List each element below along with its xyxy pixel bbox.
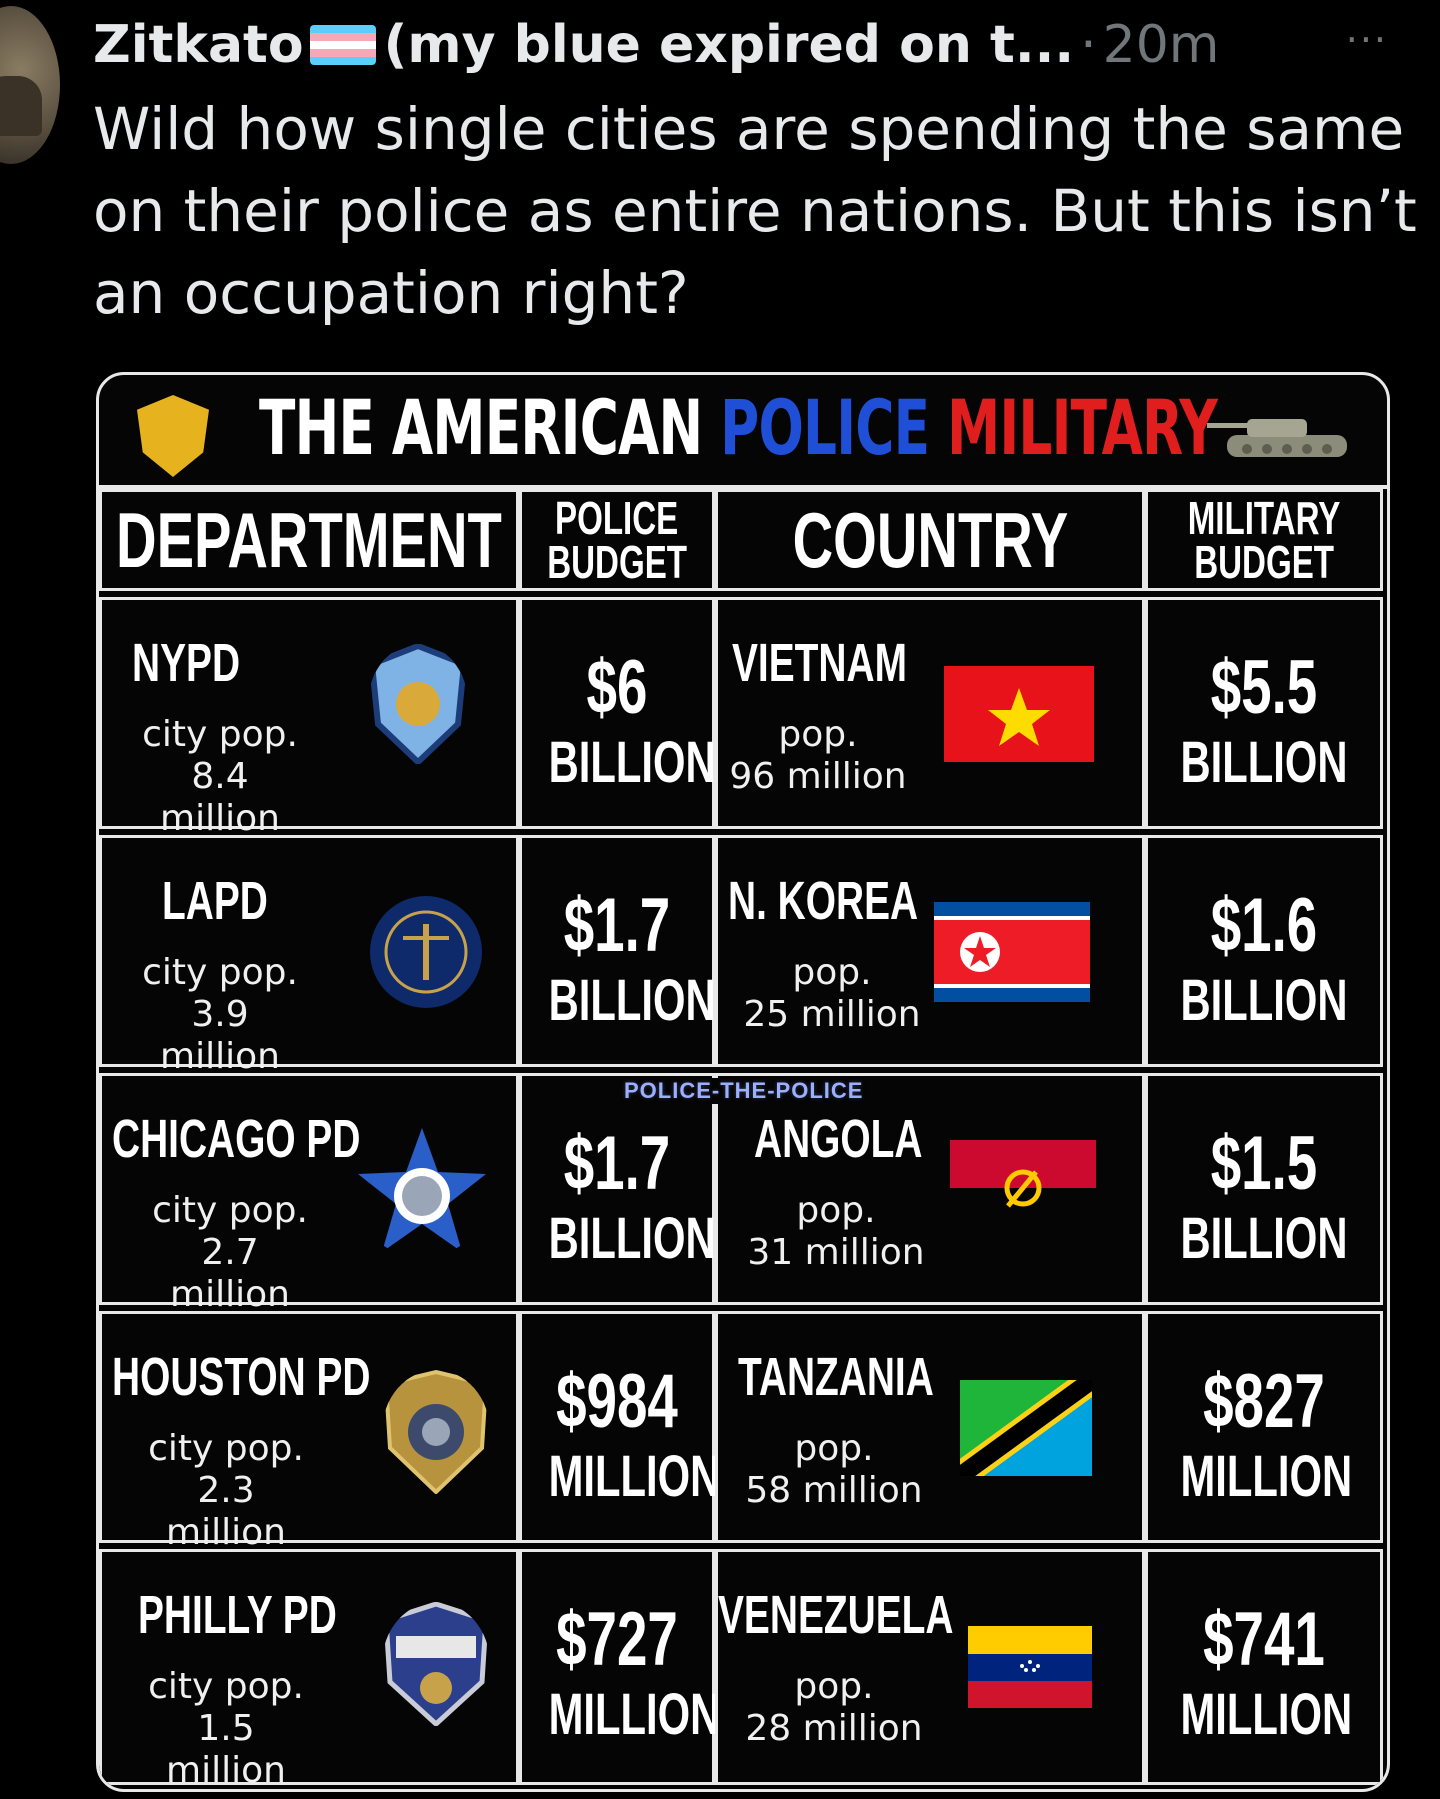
country-pop: pop. 96 million: [729, 714, 907, 797]
lapd-seal-icon: [370, 896, 482, 1008]
police-budget-cell: $6 BILLION: [519, 597, 716, 829]
dept-name: CHICAGO PD: [112, 1109, 361, 1169]
country-cell: ANGOLA pop. 31 million: [715, 1073, 1145, 1305]
infographic-banner: THE AMERICAN POLICE MILITARY: [99, 375, 1387, 489]
angola-flag-icon: [950, 1140, 1096, 1236]
dept-name: HOUSTON PD: [112, 1347, 371, 1407]
author-display-suffix[interactable]: (my blue expired on t...: [383, 15, 1075, 75]
police-unit: MILLION: [548, 1682, 721, 1747]
police-unit: BILLION: [548, 730, 716, 795]
tweet-header: Zitkato (my blue expired on t... · 20m: [93, 10, 1440, 80]
military-budget-cell: $1.6 BILLION: [1145, 835, 1383, 1067]
title-part-1: THE AMERICAN: [259, 383, 721, 472]
avatar[interactable]: [0, 6, 60, 164]
police-amount: $1.7: [563, 883, 671, 968]
city-pop: city pop. 2.3 million: [148, 1428, 304, 1553]
country-pop: pop. 28 million: [745, 1666, 923, 1749]
dept-name: PHILLY PD: [138, 1585, 337, 1645]
header-police-label: POLICE: [555, 492, 679, 544]
country-name: ANGOLA: [754, 1109, 923, 1169]
trans-flag-icon: [309, 25, 376, 65]
police-budget-cell: $984 MILLION: [519, 1311, 721, 1543]
country-cell: TANZANIA pop. 58 million: [715, 1311, 1145, 1543]
country-cell: VENEZUELA pop. 28 million: [715, 1549, 1145, 1785]
city-pop: city pop. 1.5 million: [148, 1666, 304, 1791]
more-icon[interactable]: ···: [1345, 18, 1388, 62]
military-unit: BILLION: [1180, 968, 1348, 1033]
police-budget-cell: $1.7 BILLION: [519, 1073, 716, 1305]
country-pop: pop. 25 million: [743, 952, 921, 1035]
venezuela-flag-icon: [968, 1626, 1092, 1708]
nypd-seal-icon: [368, 644, 468, 764]
philly-badge-icon: [383, 1602, 489, 1726]
country-name: VENEZUELA: [718, 1585, 954, 1645]
vietnam-flag-icon: [944, 666, 1094, 762]
military-budget-cell: $5.5 BILLION: [1145, 597, 1383, 829]
military-budget-cell: $827 MILLION: [1145, 1311, 1383, 1543]
table-row-dept: HOUSTON PD city pop. 2.3 million: [99, 1311, 519, 1553]
police-badge-icon: [137, 395, 209, 477]
police-amount: $984: [556, 1359, 678, 1444]
header-country: COUNTRY: [715, 489, 1145, 591]
country-name: VIETNAM: [732, 633, 907, 693]
separator: ·: [1080, 15, 1097, 75]
title-part-3: MILITARY: [947, 383, 1218, 472]
table-row-dept: PHILLY PD city pop. 1.5 million: [99, 1549, 519, 1789]
watermark: POLICE-THE-POLICE: [620, 1078, 868, 1104]
tweet-image[interactable]: THE AMERICAN POLICE MILITARY DEPARTMENT …: [96, 372, 1390, 1792]
header-department-label: DEPARTMENT: [116, 495, 502, 584]
police-amount: $727: [556, 1597, 678, 1682]
country-pop: pop. 31 million: [747, 1190, 925, 1273]
police-budget-cell: $727 MILLION: [519, 1549, 721, 1785]
military-unit: MILLION: [1180, 1682, 1353, 1747]
police-amount: $1.7: [563, 1121, 671, 1206]
header-military-budget-label: BUDGET: [1194, 536, 1334, 588]
tank-icon: [1207, 419, 1347, 457]
header-department: DEPARTMENT: [99, 489, 519, 591]
table-row-dept: NYPD city pop. 8.4 million: [99, 597, 519, 839]
timestamp[interactable]: 20m: [1102, 15, 1220, 75]
military-amount: $1.6: [1210, 883, 1318, 968]
military-amount: $1.5: [1210, 1121, 1318, 1206]
country-pop: pop. 58 million: [745, 1428, 923, 1511]
header-military-budget: MILITARY BUDGET: [1145, 489, 1383, 591]
city-pop: city pop. 8.4 million: [142, 714, 298, 839]
header-police-budget-label: BUDGET: [547, 536, 687, 588]
table-row-dept: CHICAGO PD city pop. 2.7 million: [99, 1073, 519, 1315]
dept-name: NYPD: [132, 633, 241, 693]
military-budget-cell: $1.5 BILLION: [1145, 1073, 1383, 1305]
north-korea-flag-icon: [934, 902, 1090, 1002]
military-amount: $741: [1203, 1597, 1325, 1682]
header-country-label: COUNTRY: [792, 495, 1068, 584]
country-name: TANZANIA: [738, 1347, 934, 1407]
city-pop: city pop. 3.9 million: [142, 952, 298, 1077]
tweet-text: Wild how single cities are spending the …: [93, 95, 1417, 327]
dept-name: LAPD: [162, 871, 268, 931]
table-row-dept: LAPD city pop. 3.9 million: [99, 835, 519, 1077]
military-amount: $827: [1203, 1359, 1325, 1444]
police-unit: MILLION: [548, 1444, 721, 1509]
police-amount: $6: [586, 645, 648, 730]
police-unit: BILLION: [548, 1206, 716, 1271]
country-cell: N. KOREA pop. 25 million: [715, 835, 1145, 1067]
city-pop: city pop. 2.7 million: [152, 1190, 308, 1315]
infographic-title: THE AMERICAN POLICE MILITARY: [259, 383, 1218, 472]
houston-badge-icon: [383, 1370, 489, 1494]
author-name[interactable]: Zitkato: [93, 15, 304, 75]
country-cell: VIETNAM pop. 96 million: [715, 597, 1145, 829]
police-budget-cell: $1.7 BILLION: [519, 835, 716, 1067]
header-police-budget: POLICE BUDGET: [519, 489, 715, 591]
military-amount: $5.5: [1210, 645, 1318, 730]
title-part-2: POLICE: [720, 383, 948, 472]
military-unit: BILLION: [1180, 730, 1348, 795]
country-name: N. KOREA: [728, 871, 919, 931]
police-unit: BILLION: [548, 968, 716, 1033]
military-unit: MILLION: [1180, 1444, 1353, 1509]
tanzania-flag-icon: [960, 1380, 1092, 1476]
military-unit: BILLION: [1180, 1206, 1348, 1271]
chicago-star-icon: [358, 1128, 486, 1252]
military-budget-cell: $741 MILLION: [1145, 1549, 1383, 1785]
header-military-label: MILITARY: [1187, 492, 1341, 544]
infographic-table: DEPARTMENT POLICE BUDGET COUNTRY MILITAR…: [99, 489, 1387, 1789]
